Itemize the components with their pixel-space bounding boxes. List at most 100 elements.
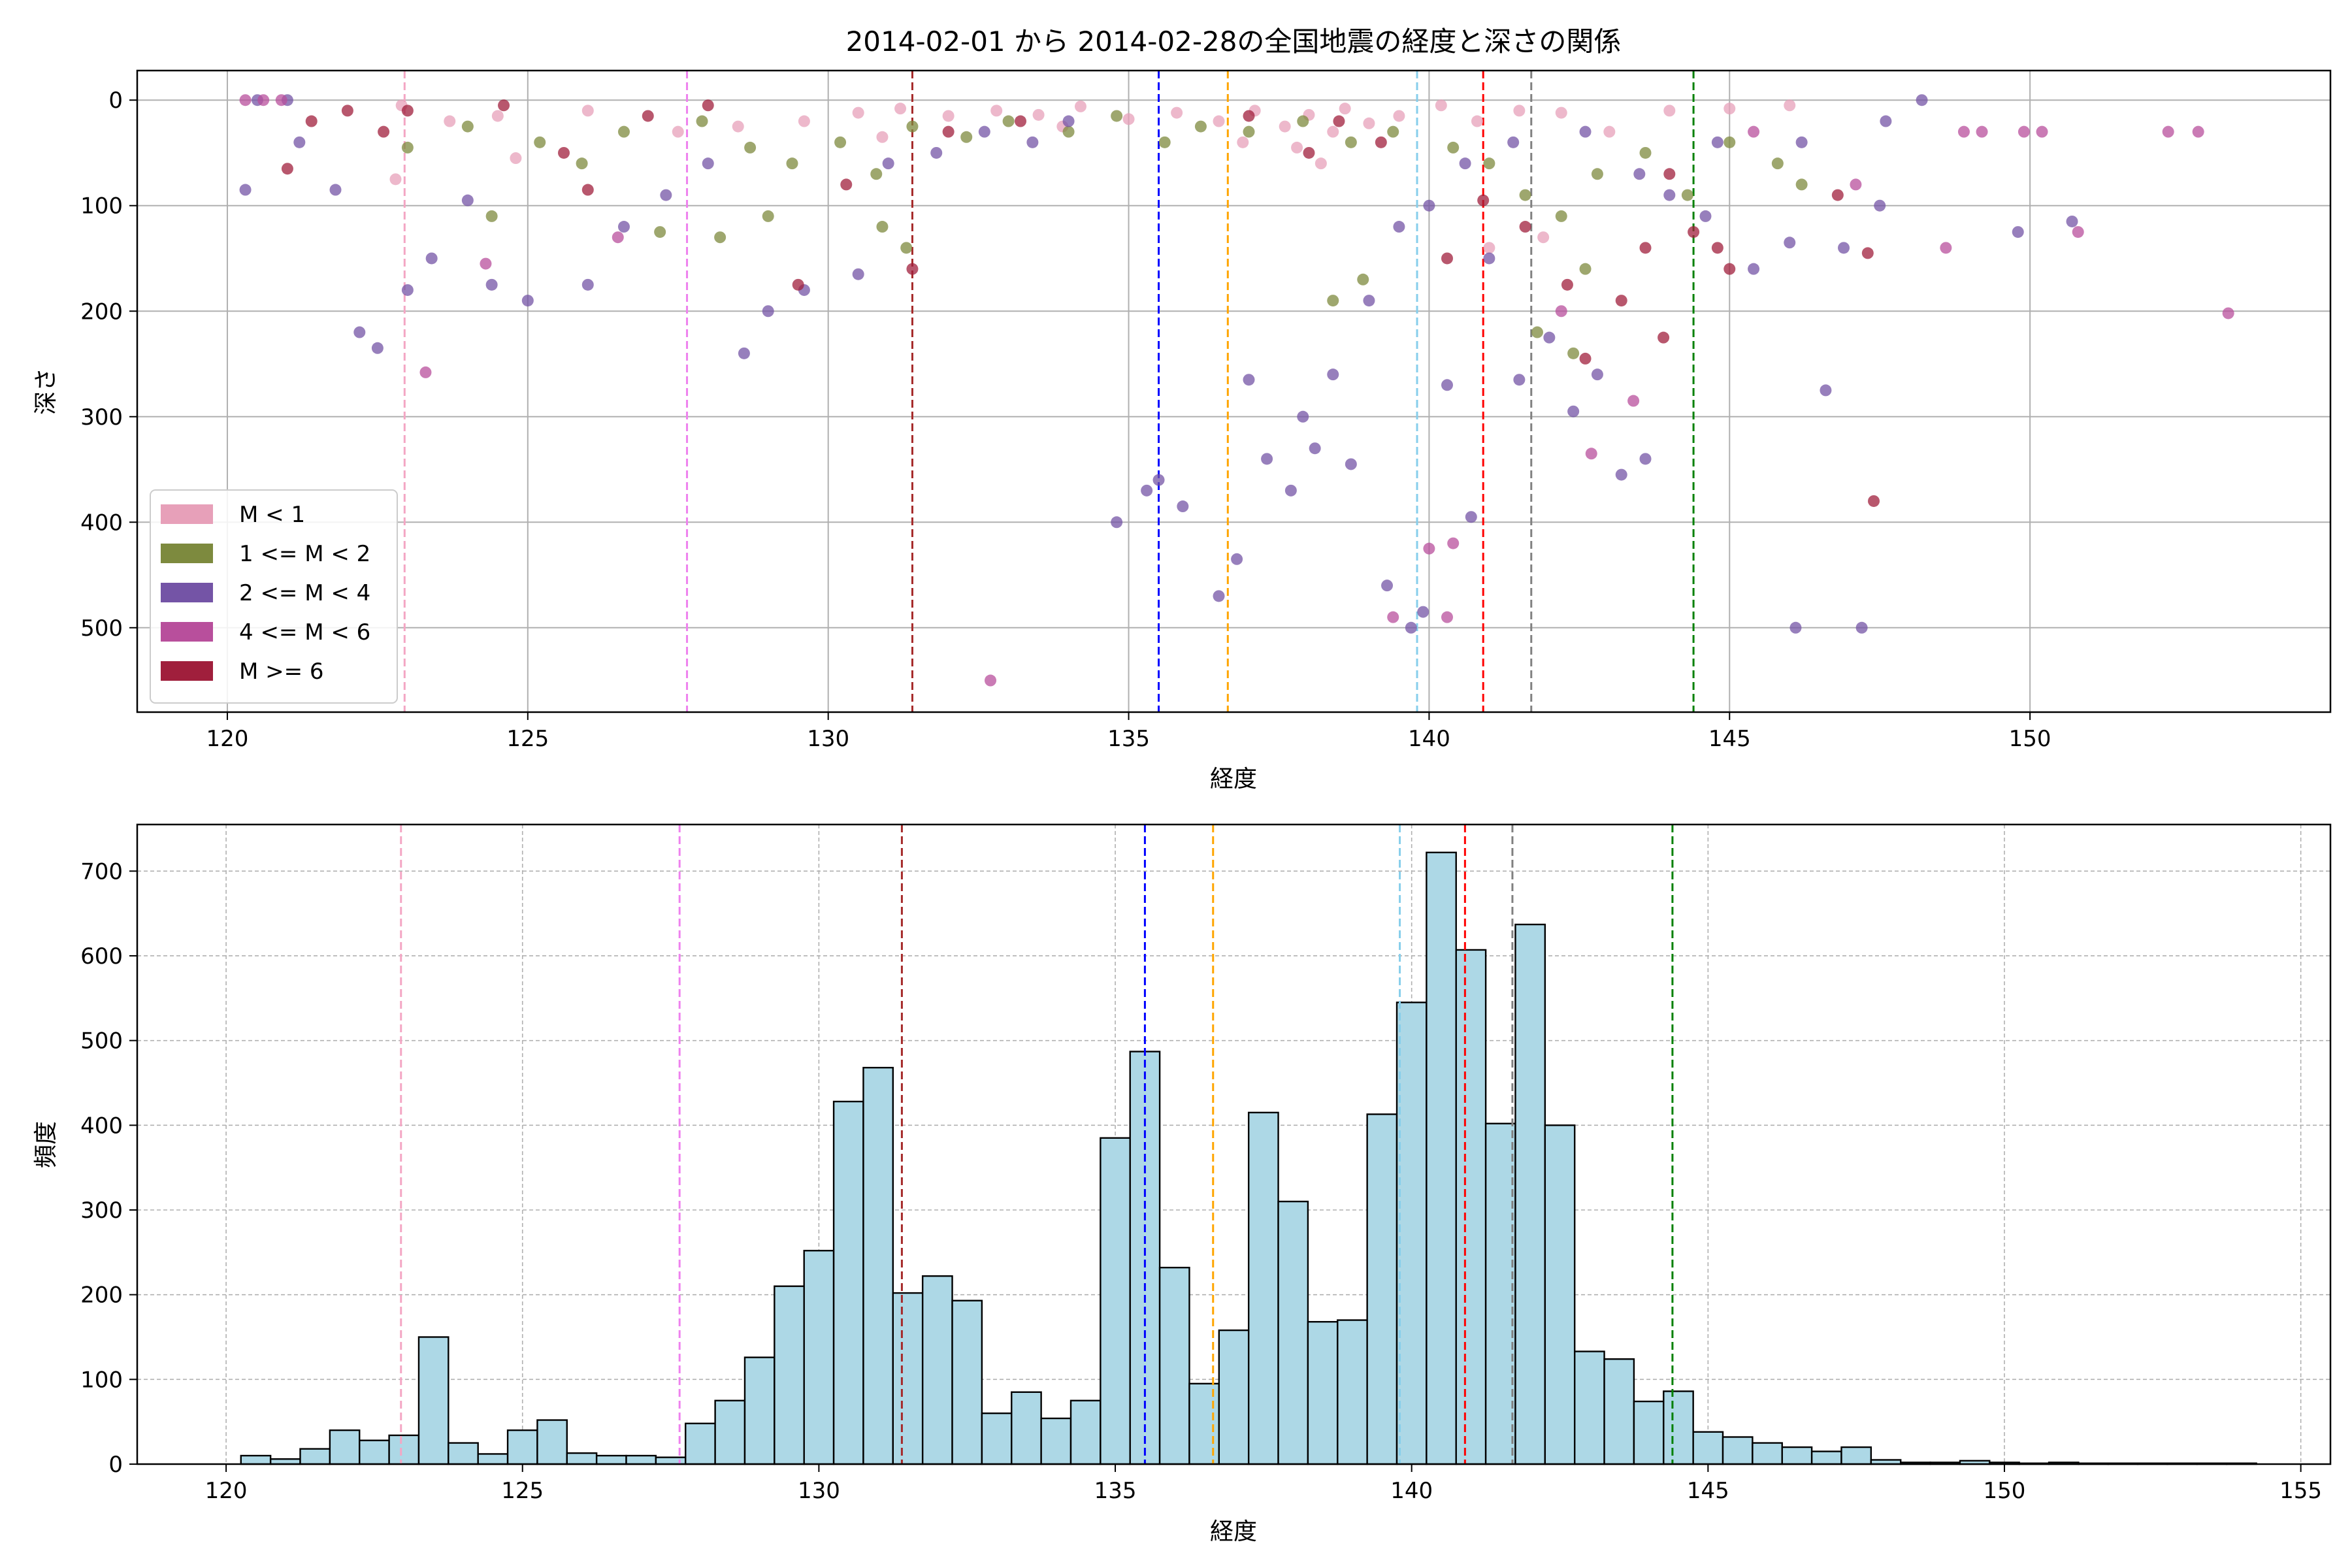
scatter-point	[1375, 136, 1387, 148]
scatter-point	[1387, 611, 1399, 623]
scatter-point	[401, 141, 414, 154]
scatter-point	[654, 226, 666, 238]
histogram-bar	[1633, 1400, 1665, 1465]
scatter-point	[1381, 580, 1394, 592]
scatter-chart: 2014-02-01 から 2014-02-28の全国地震の経度と深さの関係 1…	[33, 25, 2332, 792]
scatter-point	[1243, 110, 1255, 122]
scatter-point	[1555, 106, 1567, 119]
scatter-point	[1291, 141, 1303, 154]
scatter-point	[876, 131, 889, 143]
scatter-point	[1957, 125, 1970, 138]
scatter-point	[1663, 189, 1676, 201]
histogram-bar	[921, 1275, 953, 1465]
scatter-point	[1627, 395, 1640, 407]
scatter-point	[2017, 125, 2030, 138]
histogram-bar	[1426, 851, 1457, 1465]
legend-swatch	[161, 544, 213, 563]
scatter-point	[1213, 115, 1225, 127]
histogram-bar	[1663, 1390, 1694, 1465]
scatter-point	[1615, 295, 1627, 307]
histogram-bar	[832, 1100, 864, 1465]
scatter-point	[840, 178, 853, 191]
histogram-bar	[329, 1429, 361, 1465]
scatter-point	[257, 94, 270, 106]
histogram-bar	[595, 1454, 627, 1465]
histogram-bar	[774, 1285, 805, 1465]
scatter-point	[293, 136, 306, 148]
scatter-point	[2162, 125, 2174, 138]
scatter-point	[1555, 305, 1567, 318]
scatter-point	[1303, 146, 1315, 159]
scatter-point	[1591, 168, 1603, 180]
scatter-point	[1579, 263, 1592, 275]
scatter-grid	[137, 71, 2330, 712]
y-tick-label: 400	[80, 510, 123, 536]
histogram-bar	[655, 1456, 687, 1465]
scatter-point	[642, 110, 654, 122]
scatter-point	[1333, 115, 1345, 127]
y-tick-label: 100	[80, 1367, 123, 1393]
histogram-ticks: 120 125 130 135 140 145 150 155 0 100 200 300 400 500…	[80, 858, 2322, 1504]
scatter-point	[1688, 226, 1700, 238]
legend-swatch	[161, 661, 213, 681]
y-tick-label: 0	[108, 88, 123, 114]
scatter-point	[2012, 226, 2024, 238]
scatter-ticks: 120 125 130 135 140 145 150 0 100 200 300 400 500	[80, 88, 2051, 752]
scatter-point	[1158, 136, 1171, 148]
scatter-point	[1423, 199, 1435, 212]
scatter-y-axis-label: 深さ	[33, 368, 59, 415]
x-tick-label: 120	[206, 726, 249, 752]
scatter-points	[239, 94, 2234, 687]
histogram-bar	[1247, 1111, 1279, 1465]
scatter-point	[1441, 611, 1454, 623]
x-tick-label: 155	[2279, 1478, 2322, 1504]
histogram-bar	[1781, 1446, 1813, 1465]
scatter-point	[985, 674, 997, 687]
scatter-point	[1976, 125, 1988, 138]
legend-label: 2 <= M < 4	[239, 580, 370, 606]
scatter-point	[1795, 136, 1808, 148]
scatter-point	[498, 99, 510, 112]
scatter-point	[1591, 368, 1603, 381]
scatter-point	[1507, 136, 1520, 148]
scatter-reference-lines	[403, 71, 1695, 712]
scatter-point	[239, 94, 252, 106]
histogram-bar	[299, 1448, 331, 1465]
scatter-point	[702, 99, 714, 112]
scatter-point	[425, 252, 438, 265]
scatter-point	[1363, 295, 1375, 307]
scatter-point	[401, 284, 414, 296]
scatter-point	[1327, 125, 1339, 138]
scatter-point	[558, 146, 570, 159]
scatter-point	[1820, 384, 1832, 397]
scatter-point	[275, 94, 287, 106]
histogram-bar	[477, 1453, 509, 1465]
legend-swatch	[161, 583, 213, 602]
scatter-point	[305, 115, 318, 127]
scatter-point	[1327, 368, 1339, 381]
x-tick-label: 145	[1687, 1478, 1729, 1504]
histogram-chart: 120 125 130 135 140 145 150 155 0 100 200 300 400 500…	[33, 823, 2332, 1545]
histogram-bar	[1484, 1122, 1516, 1465]
scatter-point	[1014, 115, 1026, 127]
scatter-point	[1122, 113, 1135, 125]
scatter-point	[353, 326, 366, 338]
scatter-point	[1261, 453, 1273, 465]
histogram-bar	[1188, 1382, 1220, 1465]
scatter-point	[378, 125, 390, 138]
histogram-reference-lines	[400, 825, 1674, 1464]
scatter-point	[1297, 410, 1309, 423]
histogram-bar	[1100, 1137, 1131, 1465]
legend-label: M >= 6	[239, 659, 324, 685]
scatter-point	[1243, 374, 1255, 386]
scatter-point	[389, 173, 402, 186]
histogram-bar	[1692, 1431, 1724, 1465]
scatter-point	[281, 163, 293, 175]
histogram-bar	[625, 1454, 657, 1465]
scatter-point	[1363, 117, 1375, 129]
scatter-point	[1681, 189, 1693, 201]
scatter-point	[1237, 136, 1249, 148]
scatter-point	[1633, 168, 1646, 180]
scatter-point	[1748, 125, 1760, 138]
histogram-bars	[240, 851, 2257, 1465]
